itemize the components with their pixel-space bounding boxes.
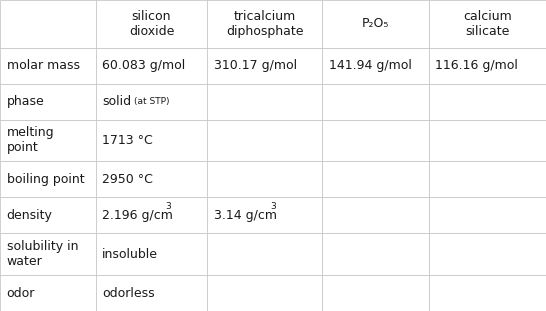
Bar bbox=[0, 0, 96, 48]
Bar bbox=[0, 161, 96, 197]
Bar bbox=[0, 84, 96, 119]
Bar bbox=[207, 197, 322, 233]
Text: tricalcium
diphosphate: tricalcium diphosphate bbox=[226, 10, 304, 38]
Text: odor: odor bbox=[7, 286, 35, 299]
Bar bbox=[322, 119, 429, 161]
Text: molar mass: molar mass bbox=[7, 59, 80, 72]
Bar bbox=[322, 275, 429, 311]
Bar bbox=[429, 119, 546, 161]
Text: 1713 °C: 1713 °C bbox=[102, 134, 153, 147]
Text: density: density bbox=[7, 209, 52, 222]
Text: calcium
silicate: calcium silicate bbox=[463, 10, 512, 38]
Text: solubility in
water: solubility in water bbox=[7, 240, 78, 268]
Text: 3: 3 bbox=[271, 202, 276, 211]
Bar bbox=[322, 233, 429, 275]
Bar bbox=[0, 233, 96, 275]
Bar bbox=[207, 275, 322, 311]
Bar bbox=[207, 0, 322, 48]
Bar bbox=[429, 161, 546, 197]
Bar bbox=[207, 119, 322, 161]
Bar bbox=[429, 84, 546, 119]
Bar bbox=[322, 197, 429, 233]
Text: 2.196 g/cm: 2.196 g/cm bbox=[102, 209, 173, 222]
Bar bbox=[429, 0, 546, 48]
Text: odorless: odorless bbox=[102, 286, 155, 299]
Text: 3.14 g/cm: 3.14 g/cm bbox=[214, 209, 277, 222]
Bar bbox=[207, 233, 322, 275]
Bar bbox=[322, 0, 429, 48]
Text: 2950 °C: 2950 °C bbox=[102, 173, 153, 186]
Bar bbox=[207, 48, 322, 84]
Text: (at STP): (at STP) bbox=[134, 97, 169, 106]
Text: melting
point: melting point bbox=[7, 126, 54, 154]
Bar bbox=[429, 275, 546, 311]
Bar bbox=[96, 0, 207, 48]
Text: phase: phase bbox=[7, 95, 44, 108]
Text: 60.083 g/mol: 60.083 g/mol bbox=[102, 59, 185, 72]
Text: insoluble: insoluble bbox=[102, 248, 158, 261]
Bar bbox=[322, 48, 429, 84]
Bar bbox=[96, 48, 207, 84]
Bar bbox=[0, 119, 96, 161]
Text: 310.17 g/mol: 310.17 g/mol bbox=[214, 59, 297, 72]
Bar bbox=[0, 48, 96, 84]
Bar bbox=[96, 84, 207, 119]
Text: P₂O₅: P₂O₅ bbox=[361, 17, 389, 30]
Text: solid: solid bbox=[102, 95, 131, 108]
Bar bbox=[429, 197, 546, 233]
Bar bbox=[96, 161, 207, 197]
Text: 116.16 g/mol: 116.16 g/mol bbox=[435, 59, 518, 72]
Bar bbox=[322, 161, 429, 197]
Bar bbox=[322, 84, 429, 119]
Bar bbox=[96, 197, 207, 233]
Bar bbox=[207, 161, 322, 197]
Text: 141.94 g/mol: 141.94 g/mol bbox=[329, 59, 412, 72]
Bar bbox=[429, 48, 546, 84]
Bar bbox=[96, 275, 207, 311]
Text: silicon
dioxide: silicon dioxide bbox=[129, 10, 174, 38]
Bar bbox=[429, 233, 546, 275]
Bar bbox=[96, 233, 207, 275]
Bar bbox=[96, 119, 207, 161]
Bar bbox=[0, 197, 96, 233]
Bar bbox=[0, 275, 96, 311]
Bar bbox=[207, 84, 322, 119]
Text: boiling point: boiling point bbox=[7, 173, 84, 186]
Text: 3: 3 bbox=[165, 202, 171, 211]
